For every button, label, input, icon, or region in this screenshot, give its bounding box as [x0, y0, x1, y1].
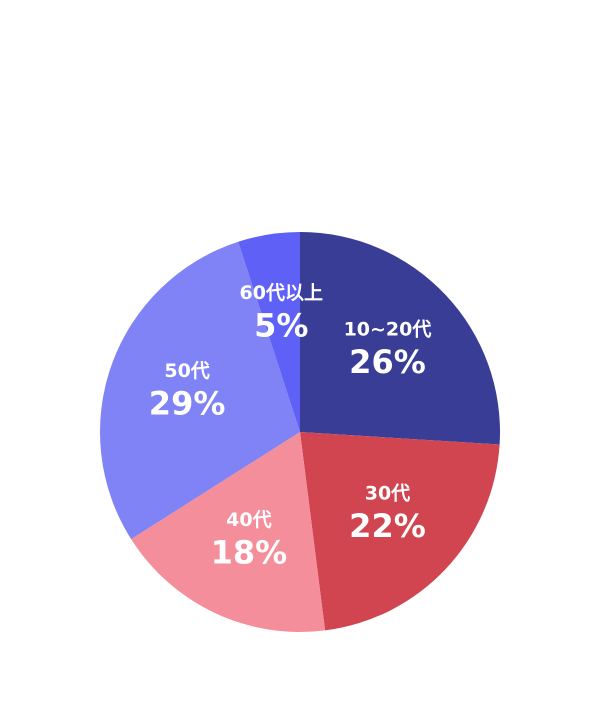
pie-slice: [131, 432, 326, 632]
value-label: 22%: [349, 507, 426, 545]
slice-label: 50代: [164, 360, 209, 382]
pie-slice: [100, 241, 301, 540]
pie-slice: [300, 432, 500, 631]
slice-label: 60代以上: [240, 282, 323, 304]
value-label: 26%: [349, 343, 426, 381]
slice-label: 30代: [365, 483, 410, 505]
pie-slice: [300, 232, 500, 445]
pie-slice: [238, 232, 300, 432]
slice-label: 40代: [226, 509, 271, 531]
value-label: 18%: [211, 534, 288, 572]
value-label: 29%: [149, 384, 226, 422]
value-label: 5%: [254, 306, 308, 344]
slice-label: 10~20代: [344, 318, 432, 340]
